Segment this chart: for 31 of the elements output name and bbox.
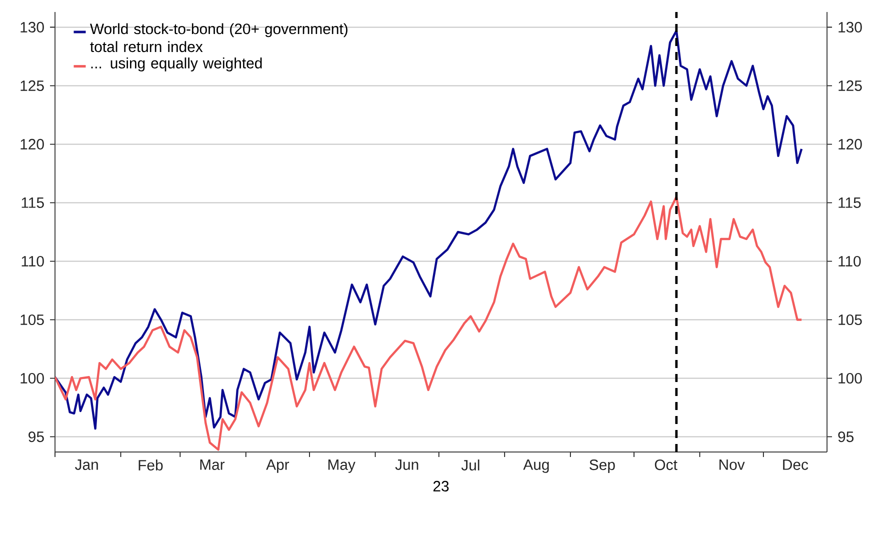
y2-tick-label: 95 xyxy=(838,431,854,442)
x-tick-label: Nov xyxy=(719,460,745,470)
y2-tick-label: 110 xyxy=(838,256,861,267)
x-tick-label: Jun xyxy=(395,460,418,470)
x-tick-label: Apr xyxy=(266,460,290,473)
y-tick-label: 115 xyxy=(22,198,44,208)
x-tick-label: Dec xyxy=(783,460,808,470)
x-tick-label: Feb xyxy=(138,460,163,470)
y-tick-label: 125 xyxy=(20,80,44,91)
x-tick-label: May xyxy=(328,460,356,473)
y2-tick-label: 105 xyxy=(838,314,862,326)
y-tick-label: 105 xyxy=(20,314,44,326)
y-tick-label: 130 xyxy=(20,22,44,32)
x-axis-title: 23 xyxy=(433,480,449,492)
y2-tick-label: 130 xyxy=(838,22,862,32)
legend-label: World stock-to-bond (20+ government) total return index xyxy=(90,23,348,52)
y-tick-label: 100 xyxy=(20,372,44,384)
y2-tick-label: 100 xyxy=(838,372,862,384)
y-tick-label: 120 xyxy=(20,138,44,150)
y-tick-label: 95 xyxy=(28,431,44,442)
x-tick-label: Aug xyxy=(523,460,549,473)
y2-tick-label: 125 xyxy=(838,80,862,91)
y2-tick-label: 115 xyxy=(838,198,861,208)
x-tick-label: Oct xyxy=(654,460,678,470)
x-tick-label: Mar xyxy=(200,460,225,470)
y-tick-label: 110 xyxy=(22,256,44,267)
x-tick-label: Jan xyxy=(75,460,98,470)
legend-label: ... using equally weighted xyxy=(91,57,262,72)
y2-tick-label: 120 xyxy=(838,138,862,150)
x-tick-label: Jul xyxy=(461,460,480,470)
x-tick-label: Sep xyxy=(590,460,615,474)
